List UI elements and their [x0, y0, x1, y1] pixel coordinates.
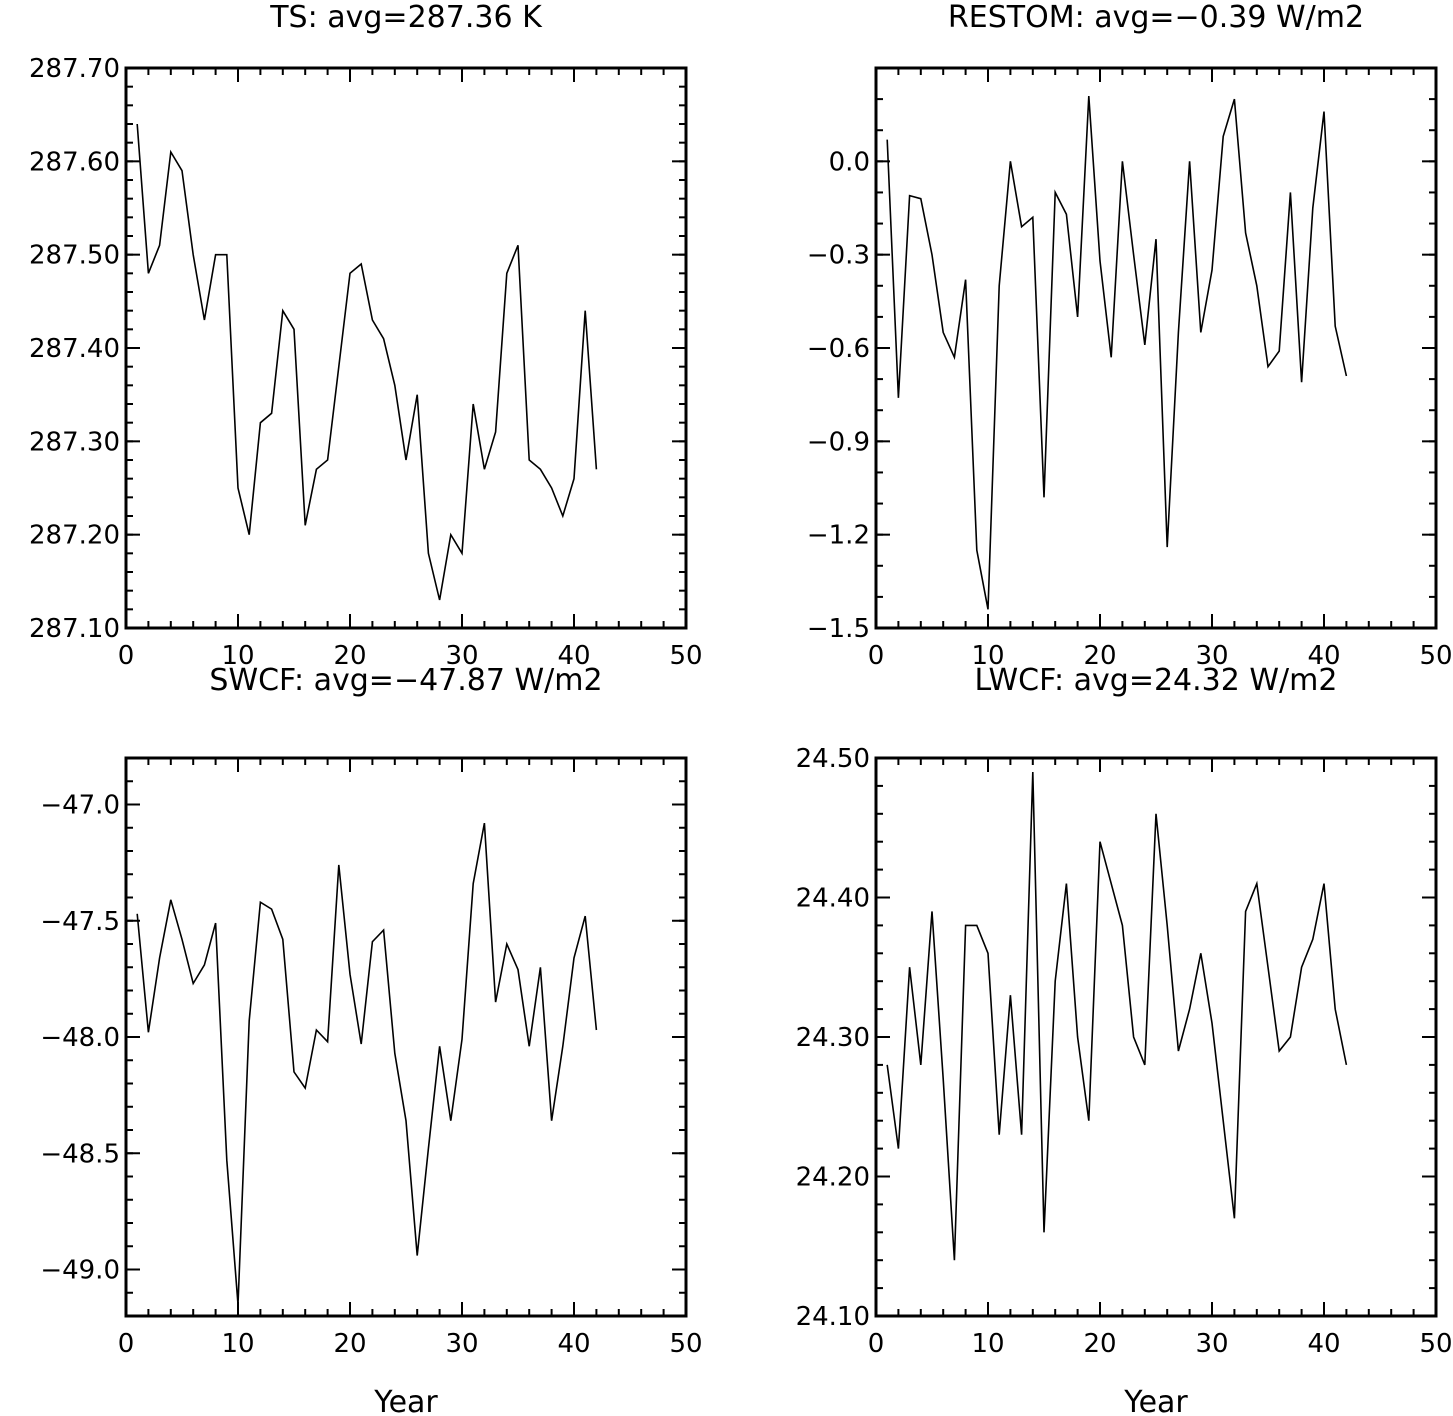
panel-title: RESTOM: avg=−0.39 W/m2: [948, 0, 1364, 35]
panel-lwcf: LWCF: avg=24.32 W/m2 Year 0 10 20 30 40 50 24.…: [796, 663, 1453, 1416]
y-tick-label: −0.9: [807, 427, 870, 457]
x-tick-label: 10: [221, 641, 254, 671]
y-tick-label: −1.5: [807, 614, 870, 644]
plot-frame: [124, 756, 688, 1318]
y-tick-label: 287.20: [29, 521, 120, 551]
x-tick-label: 30: [1195, 1329, 1228, 1359]
y-tick-label: 0.0: [829, 147, 870, 177]
x-tick-label: 10: [971, 1329, 1004, 1359]
y-tick-label: −48.5: [40, 1139, 120, 1169]
plot-frame: [124, 66, 688, 630]
panel-title: LWCF: avg=24.32 W/m2: [975, 663, 1338, 698]
x-axis-title: Year: [373, 1385, 438, 1416]
x-tick-label: 50: [669, 641, 702, 671]
x-tick-label: 0: [868, 641, 885, 671]
y-tick-label: 287.30: [29, 427, 120, 457]
x-tick-label: 0: [868, 1329, 885, 1359]
x-tick-label: 0: [118, 641, 135, 671]
x-tick-label: 40: [1307, 641, 1340, 671]
y-tick-label: 24.50: [796, 744, 870, 774]
x-tick-label: 20: [1083, 641, 1116, 671]
y-tick-label: −1.2: [807, 521, 870, 551]
series-line: [136, 822, 598, 1305]
x-tick-label: 30: [1195, 641, 1228, 671]
y-tick-label: 287.10: [29, 614, 120, 644]
x-tick-label: 50: [669, 1329, 702, 1359]
y-tick-label: 24.10: [796, 1302, 870, 1332]
x-tick-label: 20: [333, 641, 366, 671]
y-tick-label: −49.0: [40, 1256, 120, 1286]
x-tick-label: 50: [1419, 641, 1452, 671]
y-tick-label: −47.0: [40, 791, 120, 821]
plot-frame: [874, 66, 1438, 630]
x-axis-title: Year: [1123, 1385, 1188, 1416]
x-tick-label: 10: [971, 641, 1004, 671]
y-tick-label: 287.40: [29, 334, 120, 364]
y-tick-label: −48.0: [40, 1023, 120, 1053]
y-tick-label: 287.50: [29, 241, 120, 271]
y-tick-label: −47.5: [40, 907, 120, 937]
x-tick-label: 20: [1083, 1329, 1116, 1359]
y-tick-label: 24.20: [796, 1163, 870, 1193]
panel-ts: TS: avg=287.36 K 0 10 20 30 40 50 287.10 287.20…: [29, 0, 703, 671]
x-tick-label: 50: [1419, 1329, 1452, 1359]
x-tick-label: 30: [445, 1329, 478, 1359]
x-tick-label: 40: [557, 641, 590, 671]
y-tick-label: 24.30: [796, 1023, 870, 1053]
x-tick-label: 30: [445, 641, 478, 671]
panel-restom: RESTOM: avg=−0.39 W/m2 0 10 20 30 40 50 −1.5 −1…: [807, 0, 1453, 671]
y-tick-label: 287.70: [29, 54, 120, 84]
x-tick-label: 40: [1307, 1329, 1340, 1359]
x-tick-label: 40: [557, 1329, 590, 1359]
panel-title: SWCF: avg=−47.87 W/m2: [209, 663, 602, 698]
series-line: [136, 123, 598, 601]
panel-title: TS: avg=287.36 K: [269, 0, 543, 35]
y-tick-label: −0.3: [807, 241, 870, 271]
x-tick-label: 20: [333, 1329, 366, 1359]
y-tick-label: 24.40: [796, 884, 870, 914]
series-line: [886, 95, 1348, 610]
plot-frame: [874, 756, 1438, 1318]
series-line: [886, 771, 1348, 1261]
y-tick-label: −0.6: [807, 334, 870, 364]
x-tick-label: 10: [221, 1329, 254, 1359]
y-tick-label: 287.60: [29, 147, 120, 177]
panel-swcf: SWCF: avg=−47.87 W/m2 Year 0 10 20 30 40 50 −4…: [40, 663, 702, 1416]
x-tick-label: 0: [118, 1329, 135, 1359]
